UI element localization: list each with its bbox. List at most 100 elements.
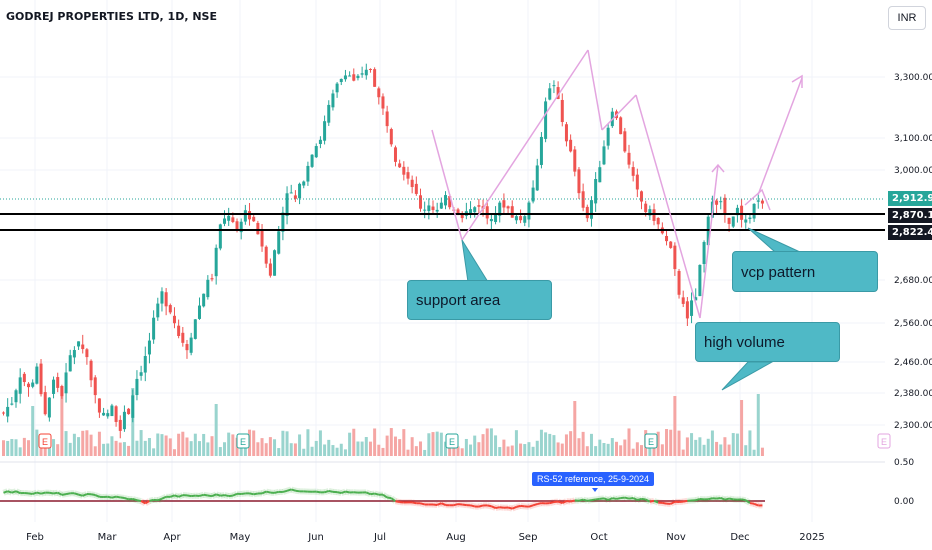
candle <box>414 183 418 194</box>
earnings-marker: E <box>38 433 52 449</box>
high-volume-callout[interactable]: high volume <box>695 322 840 362</box>
earnings-marker: E <box>236 433 250 449</box>
time-tick: Oct <box>590 532 607 543</box>
volume-bar <box>360 441 364 456</box>
candle <box>114 406 118 422</box>
support-area-callout[interactable]: support area <box>407 280 552 320</box>
trend-line <box>757 77 803 196</box>
volume-bar <box>548 433 552 456</box>
volume-bar <box>281 430 285 456</box>
vcp-pattern-text: vcp pattern <box>741 264 816 281</box>
volume-bar <box>589 433 593 456</box>
candle <box>735 207 739 216</box>
candle <box>681 297 685 304</box>
volume-bar <box>277 448 281 456</box>
rs-line <box>111 495 117 499</box>
rs-line <box>695 498 701 502</box>
volume-bar <box>6 440 10 456</box>
earnings-marker: E <box>445 433 459 449</box>
volume-bar <box>18 447 22 456</box>
candle <box>760 200 764 204</box>
candle <box>252 216 256 222</box>
rs-line <box>15 490 21 495</box>
lower-line-label: 2,822.40 <box>888 225 932 240</box>
rs-tooltip: RS-52 reference, 25-9-2024 <box>532 472 655 486</box>
callout-pointer <box>747 227 801 253</box>
volume-bar <box>669 429 673 456</box>
horizontal-lines <box>0 198 885 231</box>
rs-line <box>470 504 475 508</box>
arrow-head <box>791 74 803 88</box>
volume-bar <box>723 437 727 456</box>
rs-line <box>374 492 380 496</box>
volume-bar <box>114 440 118 456</box>
currency-selector[interactable]: INR <box>888 6 926 30</box>
candle <box>56 377 60 388</box>
volume-bar <box>331 445 335 456</box>
candle <box>72 350 76 358</box>
rs-line <box>282 489 288 493</box>
volume-bar <box>531 446 535 456</box>
volume-bar <box>227 432 231 456</box>
volume-bar <box>373 428 377 456</box>
volume-bar <box>694 439 698 456</box>
rs-line <box>628 496 634 500</box>
volume-bar <box>706 438 710 456</box>
candle <box>502 200 506 208</box>
earnings-marker: E <box>877 433 891 449</box>
arrow-head <box>711 163 725 173</box>
volume-bar <box>406 449 410 456</box>
candle <box>606 127 610 146</box>
rs-line <box>607 497 613 501</box>
rs-line <box>120 496 125 499</box>
rs-line <box>28 492 33 495</box>
rs-line <box>144 500 150 505</box>
rs-line <box>495 506 500 510</box>
rs-line <box>649 499 655 503</box>
candle <box>519 216 523 221</box>
volume-bar <box>177 433 181 456</box>
rs-line <box>753 502 759 507</box>
rs-line <box>516 504 521 508</box>
rs-line <box>616 497 621 500</box>
candle <box>577 169 581 194</box>
callout-pointer <box>461 239 489 283</box>
candle <box>744 219 748 223</box>
candle <box>64 372 68 394</box>
candle <box>594 179 598 204</box>
candle <box>68 355 72 372</box>
callout-pointer <box>721 361 774 391</box>
candle <box>273 250 277 276</box>
candle <box>619 117 623 135</box>
candle <box>264 246 268 264</box>
candle <box>373 69 377 87</box>
last-price-label: 2,912.90 <box>888 191 932 206</box>
rs-line <box>603 497 609 501</box>
volume-bar <box>206 442 210 456</box>
volume-bar <box>439 432 443 456</box>
candle <box>168 305 172 313</box>
rs-line <box>382 493 388 499</box>
volume-bar <box>756 394 760 456</box>
candle <box>631 167 635 176</box>
rs-line <box>186 494 192 498</box>
volume-bar <box>143 440 147 456</box>
rs-line <box>745 499 751 504</box>
chart-title: GODREJ PROPERTIES LTD, 1D, NSE <box>6 10 217 23</box>
candle <box>93 377 97 396</box>
volume-bar <box>22 437 26 456</box>
price-tick: 2,300.00 <box>894 421 932 431</box>
rs-line <box>211 493 217 498</box>
rs-line <box>57 491 63 496</box>
candle <box>127 408 131 415</box>
volume-bar <box>43 445 47 456</box>
volume-bar <box>539 429 543 456</box>
volume-bar <box>735 433 739 456</box>
rs-line <box>490 505 496 509</box>
rs-line <box>74 492 79 496</box>
rs-line <box>328 489 334 493</box>
rs-line <box>683 499 688 503</box>
volume-bar <box>502 439 506 456</box>
vcp-pattern-callout[interactable]: vcp pattern <box>732 251 878 292</box>
